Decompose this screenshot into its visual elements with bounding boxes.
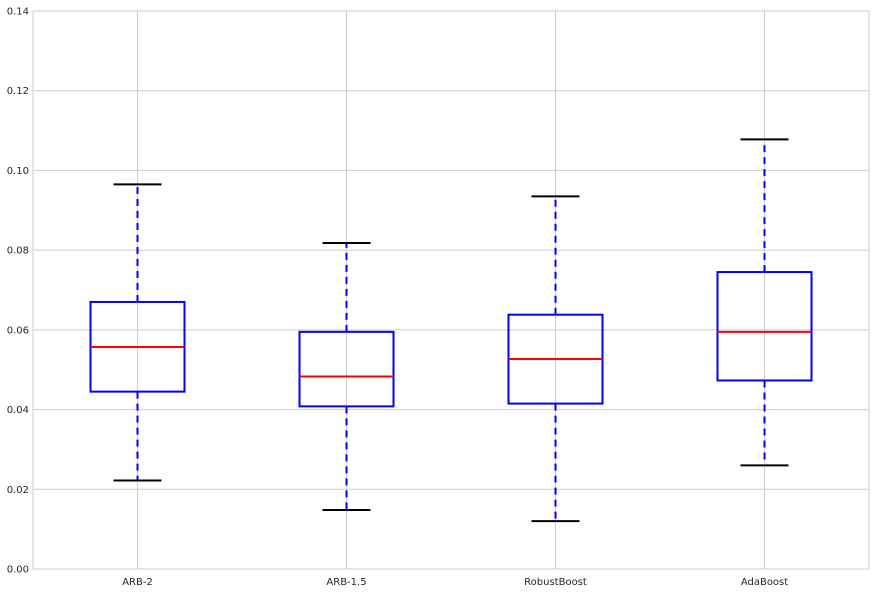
y-tick-label: 0.06 [7, 325, 29, 336]
boxes-group [89, 138, 813, 523]
x-tick-label: AdaBoost [741, 577, 788, 588]
x-tick-label: ARB-1.5 [326, 577, 366, 588]
y-tick-label: 0.00 [7, 565, 29, 576]
x-tick-label: ARB-2 [122, 577, 153, 588]
x-axis: ARB-2 ARB-1.5 RobustBoost AdaBoost [122, 577, 788, 588]
iqr-box [716, 271, 813, 382]
iqr-box [298, 330, 395, 408]
y-tick-label: 0.02 [7, 485, 29, 496]
y-tick-label: 0.10 [7, 166, 29, 177]
box-arb-2 [89, 183, 186, 482]
y-tick-label: 0.04 [7, 405, 29, 416]
box-robustboost [507, 195, 604, 523]
y-axis: 0.00 0.02 0.04 0.06 0.08 0.10 0.12 0.14 [7, 7, 29, 576]
plot-area [32, 10, 870, 570]
box-adaboost [716, 138, 813, 467]
y-tick-label: 0.08 [7, 246, 29, 257]
x-tick-label: RobustBoost [524, 577, 587, 588]
box-arb-1-5 [298, 241, 395, 512]
y-tick-label: 0.14 [7, 7, 29, 18]
y-tick-label: 0.12 [7, 86, 29, 97]
